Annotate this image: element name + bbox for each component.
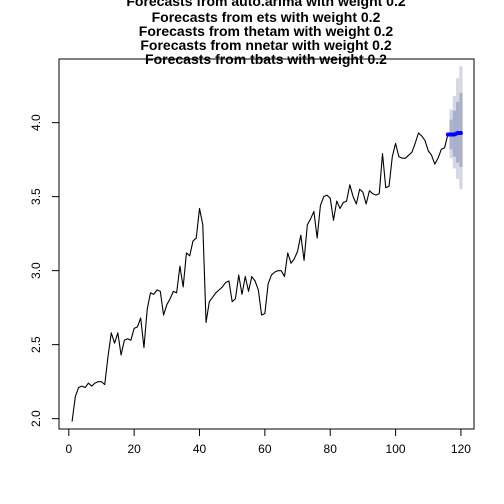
x-tick-label: 60 <box>258 442 272 456</box>
y-tick-label: 2.0 <box>29 410 43 427</box>
chart-title: Forecasts from auto.arima with weight 0.… <box>126 0 406 67</box>
x-tick-label: 0 <box>65 442 72 456</box>
title-line-auto-arima: Forecasts from auto.arima with weight 0.… <box>126 0 406 9</box>
plot-area-frame <box>59 59 474 429</box>
y-tick-label: 4.0 <box>29 114 43 131</box>
y-tick-label: 3.0 <box>29 262 43 279</box>
y-axis: 2.0 2.5 3.0 3.5 4.0 <box>29 114 59 427</box>
x-tick-label: 80 <box>324 442 338 456</box>
forecast-mean-line <box>448 133 461 134</box>
series-line <box>72 133 448 422</box>
x-axis: 0 20 40 60 80 100 120 <box>65 429 471 456</box>
interval-80-bar <box>459 93 462 167</box>
x-tick-label: 20 <box>127 442 141 456</box>
x-tick-label: 40 <box>193 442 207 456</box>
y-tick-label: 2.5 <box>29 336 43 353</box>
y-tick-label: 3.5 <box>29 188 43 205</box>
x-tick-label: 120 <box>451 442 471 456</box>
prediction-intervals <box>449 66 462 189</box>
x-tick-label: 100 <box>386 442 406 456</box>
